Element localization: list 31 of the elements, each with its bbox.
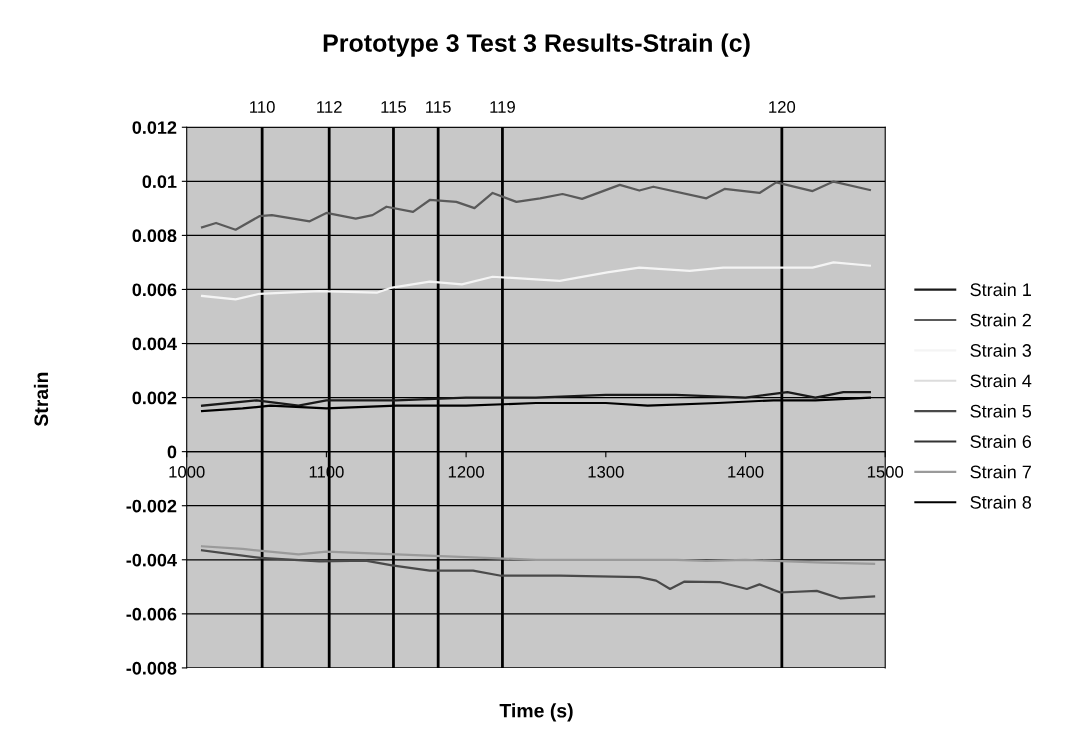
legend-label: Strain 8	[970, 495, 1032, 509]
y-axis-title: Strain	[33, 372, 49, 427]
x-axis-title: Time (s)	[499, 703, 573, 722]
y-tick-label: 0.002	[132, 391, 177, 405]
legend-label: Strain 3	[970, 343, 1032, 357]
y-tick-label: 0.012	[132, 121, 177, 134]
y-tick-label: -0.006	[126, 607, 177, 621]
y-tick-label: 0.008	[132, 229, 177, 243]
annotation: 112	[317, 101, 342, 113]
y-tick-label: -0.004	[126, 553, 177, 567]
legend-label: Strain 5	[970, 404, 1032, 418]
annotation: 120	[769, 101, 796, 113]
x-tick-label: 1200	[448, 465, 484, 478]
annotation: 115	[381, 101, 407, 113]
annotation: 115	[426, 101, 451, 113]
y-tick-label: 0.006	[132, 283, 177, 297]
y-tick-label: 0.004	[132, 337, 177, 351]
chart-title: Prototype 3 Test 3 Results-Strain (c)	[323, 33, 750, 57]
y-tick-label: -0.008	[126, 661, 177, 675]
annotation: 119	[490, 101, 515, 113]
legend-label: Strain 2	[970, 313, 1031, 327]
y-tick-label: 0	[167, 445, 177, 459]
legend-label: Strain 1	[970, 282, 1031, 297]
x-tick-label: 1400	[728, 465, 764, 478]
x-tick-label: 1300	[588, 465, 624, 478]
y-tick-label: -0.002	[126, 499, 177, 513]
y-tick-label: 0.01	[142, 175, 177, 189]
legend-label: Strain 6	[970, 434, 1032, 448]
legend-label: Strain 7	[970, 465, 1031, 479]
annotation: 110	[250, 101, 275, 113]
legend-label: Strain 4	[970, 373, 1032, 388]
